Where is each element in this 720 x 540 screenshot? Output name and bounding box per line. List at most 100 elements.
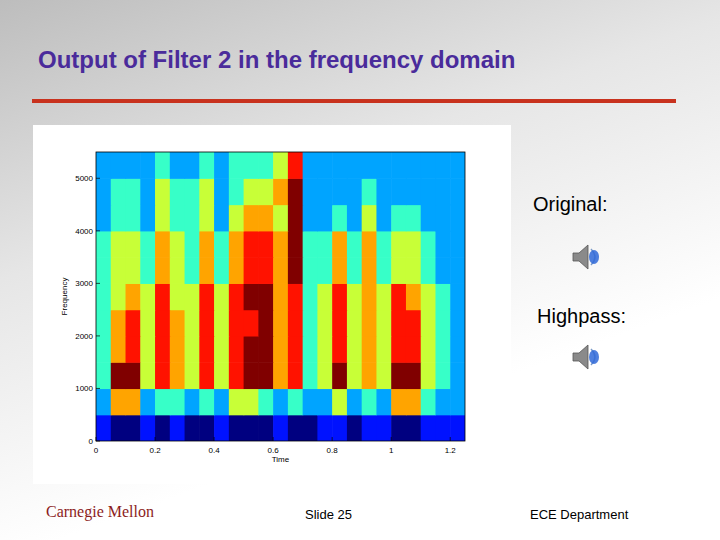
heatmap-cell bbox=[170, 388, 185, 415]
heatmap-cell bbox=[288, 415, 303, 441]
y-tick bbox=[96, 335, 100, 336]
heatmap-cell bbox=[258, 362, 273, 389]
plot-frame bbox=[96, 152, 465, 441]
heatmap-cell bbox=[229, 152, 244, 179]
heatmap-cell bbox=[303, 152, 318, 179]
heatmap-cell bbox=[96, 283, 111, 310]
heatmap-cell bbox=[170, 257, 185, 284]
heatmap-cell bbox=[214, 310, 229, 337]
x-tick-label: 1.2 bbox=[445, 446, 457, 455]
heatmap-cell bbox=[332, 415, 347, 441]
x-tick-label: 0.8 bbox=[327, 446, 339, 455]
heatmap-cell bbox=[288, 205, 303, 232]
speaker-icon[interactable] bbox=[573, 345, 599, 369]
heatmap-cell bbox=[126, 310, 141, 337]
y-tick bbox=[96, 230, 100, 231]
heatmap-cell bbox=[273, 205, 288, 232]
heatmap-cell bbox=[126, 388, 141, 415]
heatmap-cell bbox=[258, 336, 273, 363]
heatmap-cell bbox=[244, 388, 259, 415]
heatmap-cell bbox=[273, 178, 288, 205]
heatmap-cell bbox=[258, 257, 273, 284]
heatmap-cell bbox=[421, 231, 436, 258]
heatmap-cell bbox=[214, 257, 229, 284]
heatmap-cell bbox=[155, 388, 170, 415]
heatmap-cell bbox=[140, 283, 155, 310]
heatmap-cell bbox=[199, 231, 214, 258]
heatmap-cell bbox=[317, 283, 332, 310]
heatmap-cell bbox=[435, 415, 450, 441]
heatmap-cell bbox=[126, 336, 141, 363]
heatmap-cell bbox=[421, 362, 436, 389]
x-tick bbox=[391, 437, 392, 441]
heatmap-cell bbox=[170, 415, 185, 441]
heatmap-cell bbox=[111, 231, 126, 258]
heatmap-cell bbox=[273, 362, 288, 389]
heatmap-cell bbox=[229, 283, 244, 310]
heatmap-cell bbox=[155, 336, 170, 363]
heatmap-cell bbox=[244, 362, 259, 389]
heatmap-cell bbox=[376, 388, 391, 415]
heatmap-cell bbox=[450, 205, 465, 232]
heatmap-cell bbox=[435, 178, 450, 205]
slide: Output of Filter 2 in the frequency doma… bbox=[0, 0, 720, 540]
heatmap-cell bbox=[258, 283, 273, 310]
y-tick-label: 1000 bbox=[75, 384, 93, 393]
heatmap-cell bbox=[96, 362, 111, 389]
heatmap-cell bbox=[435, 231, 450, 258]
heatmap-cell bbox=[406, 283, 421, 310]
audio-label: Highpass: bbox=[537, 305, 626, 327]
heatmap-cell bbox=[214, 178, 229, 205]
heatmap-cell bbox=[126, 231, 141, 258]
heatmap-cell bbox=[288, 231, 303, 258]
heatmap-cell bbox=[96, 388, 111, 415]
heatmap-cell bbox=[332, 152, 347, 179]
heatmap-cell bbox=[244, 178, 259, 205]
y-tick bbox=[96, 388, 100, 389]
heatmap-cell bbox=[376, 205, 391, 232]
heatmap-cell bbox=[332, 388, 347, 415]
heatmap-cell bbox=[185, 415, 200, 441]
heatmap-cell bbox=[155, 152, 170, 179]
heatmap-cell bbox=[96, 205, 111, 232]
heatmap-cell bbox=[111, 178, 126, 205]
heatmap-cell bbox=[229, 415, 244, 441]
heatmap-cell bbox=[421, 388, 436, 415]
heatmap-cell bbox=[229, 336, 244, 363]
heatmap-cell bbox=[362, 415, 377, 441]
heatmap-cell bbox=[199, 310, 214, 337]
heatmap-cell bbox=[258, 205, 273, 232]
x-tick-label: 0.6 bbox=[268, 446, 280, 455]
heatmap-cell bbox=[332, 257, 347, 284]
heatmap-cell bbox=[347, 205, 362, 232]
heatmap-cell bbox=[317, 178, 332, 205]
heatmap-cell bbox=[126, 283, 141, 310]
heatmap-cell bbox=[288, 362, 303, 389]
heatmap-cell bbox=[140, 205, 155, 232]
heatmap-cell bbox=[258, 415, 273, 441]
heatmap-cell bbox=[347, 283, 362, 310]
heatmap-cell bbox=[170, 231, 185, 258]
heatmap-cell bbox=[258, 178, 273, 205]
heatmap-cell bbox=[273, 152, 288, 179]
heatmap-cell bbox=[199, 283, 214, 310]
heatmap-cell bbox=[391, 231, 406, 258]
heatmap-cell bbox=[140, 152, 155, 179]
heatmap-cell bbox=[96, 152, 111, 179]
heatmap-cell bbox=[317, 231, 332, 258]
heatmap-cell bbox=[450, 388, 465, 415]
heatmap-cell bbox=[170, 310, 185, 337]
heatmap-cell bbox=[214, 415, 229, 441]
heatmap-cell bbox=[288, 283, 303, 310]
speaker-icon[interactable] bbox=[573, 245, 599, 269]
heatmap-cell bbox=[111, 310, 126, 337]
heatmap-cell bbox=[96, 310, 111, 337]
heatmap-cell bbox=[288, 152, 303, 179]
footer-logo: Carnegie Mellon bbox=[46, 503, 154, 521]
heatmap-cell bbox=[391, 283, 406, 310]
heatmap-cell bbox=[391, 178, 406, 205]
heatmap-cell bbox=[435, 310, 450, 337]
heatmap-cell bbox=[303, 231, 318, 258]
heatmap-cell bbox=[435, 152, 450, 179]
heatmap-cell bbox=[450, 310, 465, 337]
